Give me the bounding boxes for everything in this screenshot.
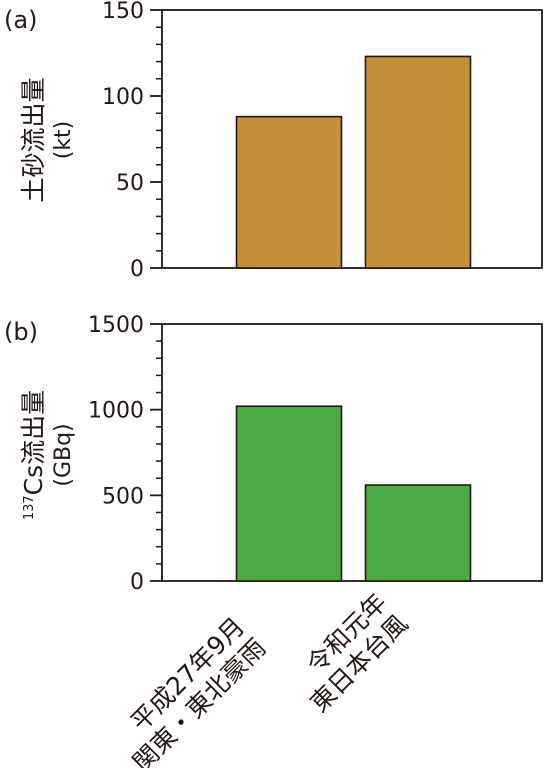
panel-a-plot-frame xyxy=(161,9,543,269)
panel-a-bar-1 xyxy=(235,115,343,269)
panel-b-cesium-chart: (b) 137Cs流出量 (GBq) 0 500 1000 1500 xyxy=(4,313,543,595)
panel-a-tick-label: 100 xyxy=(102,85,144,110)
panel-a-label: (a) xyxy=(4,6,37,34)
panel-b-ylabel-superscript: 137 xyxy=(22,495,37,520)
panel-b-y-axis: 0 500 1000 1500 xyxy=(88,313,162,595)
panel-a-tick-label: 0 xyxy=(130,257,144,282)
panel-a-ylabel: 土砂流出量 xyxy=(19,77,48,202)
panel-b-ylabel-text: Cs流出量 xyxy=(19,390,48,495)
panel-b-label: (b) xyxy=(4,318,38,346)
panel-a-tick-label: 150 xyxy=(102,0,144,24)
panel-a-sediment-chart: (a) 土砂流出量 (kt) 0 50 100 150 xyxy=(4,0,543,282)
panel-b-yunit: (GBq) xyxy=(51,423,76,486)
panel-b-tick-label: 1000 xyxy=(88,399,144,424)
panel-b-bar-1 xyxy=(235,405,343,582)
x-category-labels: 平成27年9月 関東・東北豪雨 令和元年 東日本台風 xyxy=(125,588,413,768)
panel-b-tick-label: 0 xyxy=(130,570,144,595)
panel-b-tick-label: 1500 xyxy=(88,313,144,338)
panel-b-bars xyxy=(235,405,472,582)
panel-a-bar-2 xyxy=(364,55,472,269)
panel-b-tick-label: 500 xyxy=(102,484,144,509)
panel-a-y-axis: 0 50 100 150 xyxy=(102,0,162,282)
panel-b-bar-2 xyxy=(364,484,472,582)
panel-a-bars xyxy=(235,55,472,269)
panel-b-ylabel: 137Cs流出量 xyxy=(19,390,48,520)
panel-b-plot-frame xyxy=(161,323,543,582)
panel-a-yunit: (kt) xyxy=(51,121,76,160)
panel-a-tick-label: 50 xyxy=(116,171,144,196)
